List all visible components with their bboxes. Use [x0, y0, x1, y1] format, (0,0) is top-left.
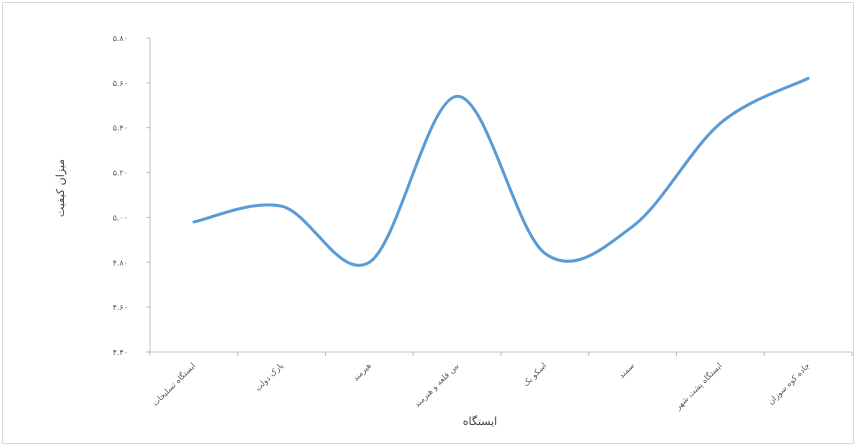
y-axis-title: میزان کیفیت: [54, 159, 67, 217]
series-line: [192, 76, 810, 267]
y-tick-label: ۵.۴۰: [113, 124, 128, 133]
x-category-label: ایستگاه پشت شهر: [672, 360, 724, 412]
x-category-labels: ایستگاه تسلیحات پارک دولت هیرمند بین قلعه و…: [150, 360, 812, 412]
x-category-label: هیرمند: [351, 361, 373, 383]
y-tick-label: ۵.۸۰: [113, 34, 128, 43]
x-axis-title: ایستگاه: [463, 415, 497, 428]
y-tick-label: ۴.۶۰: [113, 303, 128, 312]
series-layer: [192, 76, 810, 267]
x-category-label: اسکو بک: [521, 361, 548, 388]
y-tick-label: ۵.۲۰: [113, 169, 128, 178]
x-category-label: پارک دولت: [253, 361, 285, 393]
x-category-label: سمند: [617, 361, 636, 380]
axes: [146, 37, 853, 356]
y-tick-label: ۵.۰۰: [113, 213, 128, 222]
y-tick-label: ۴.۸۰: [113, 258, 128, 267]
x-category-label: ایستگاه تسلیحات: [150, 360, 197, 407]
x-category-label: جاده کوه سوزان: [766, 361, 811, 406]
chart-frame: [2, 2, 854, 444]
y-tick-label: ۴.۴۰: [113, 348, 128, 357]
y-tick-labels: ۵.۸۰ ۵.۶۰ ۵.۴۰ ۵.۲۰ ۵.۰۰ ۴.۸۰ ۴.۶۰ ۴.۴۰: [113, 34, 128, 357]
x-category-label: بین قلعه و هیرمند: [413, 361, 461, 409]
y-tick-label: ۵.۶۰: [113, 79, 128, 88]
